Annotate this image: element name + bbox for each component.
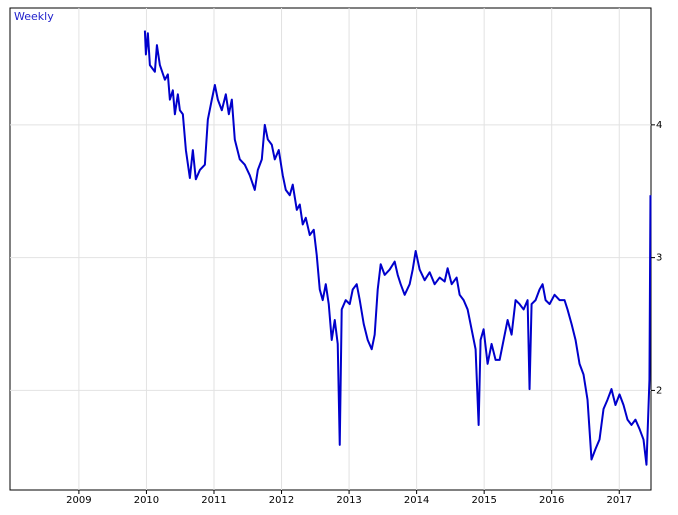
- x-tick-label: 2012: [269, 495, 294, 506]
- x-tick-label: 2011: [201, 495, 226, 506]
- x-tick-label: 2010: [134, 495, 159, 506]
- y-tick-label: 2: [656, 385, 662, 396]
- y-tick-label: 4: [656, 120, 662, 131]
- x-tick-label: 2009: [66, 495, 91, 506]
- x-tick-label: 2015: [471, 495, 496, 506]
- price-line: [143, 30, 652, 466]
- x-tick-label: 2016: [539, 495, 564, 506]
- x-tick-label: 2017: [607, 495, 632, 506]
- y-tick-label: 3: [656, 253, 662, 264]
- x-tick-label: 2013: [336, 495, 361, 506]
- chart-title: Weekly: [14, 10, 54, 23]
- x-tick-label: 2014: [404, 495, 429, 506]
- plot-frame: [9, 7, 652, 491]
